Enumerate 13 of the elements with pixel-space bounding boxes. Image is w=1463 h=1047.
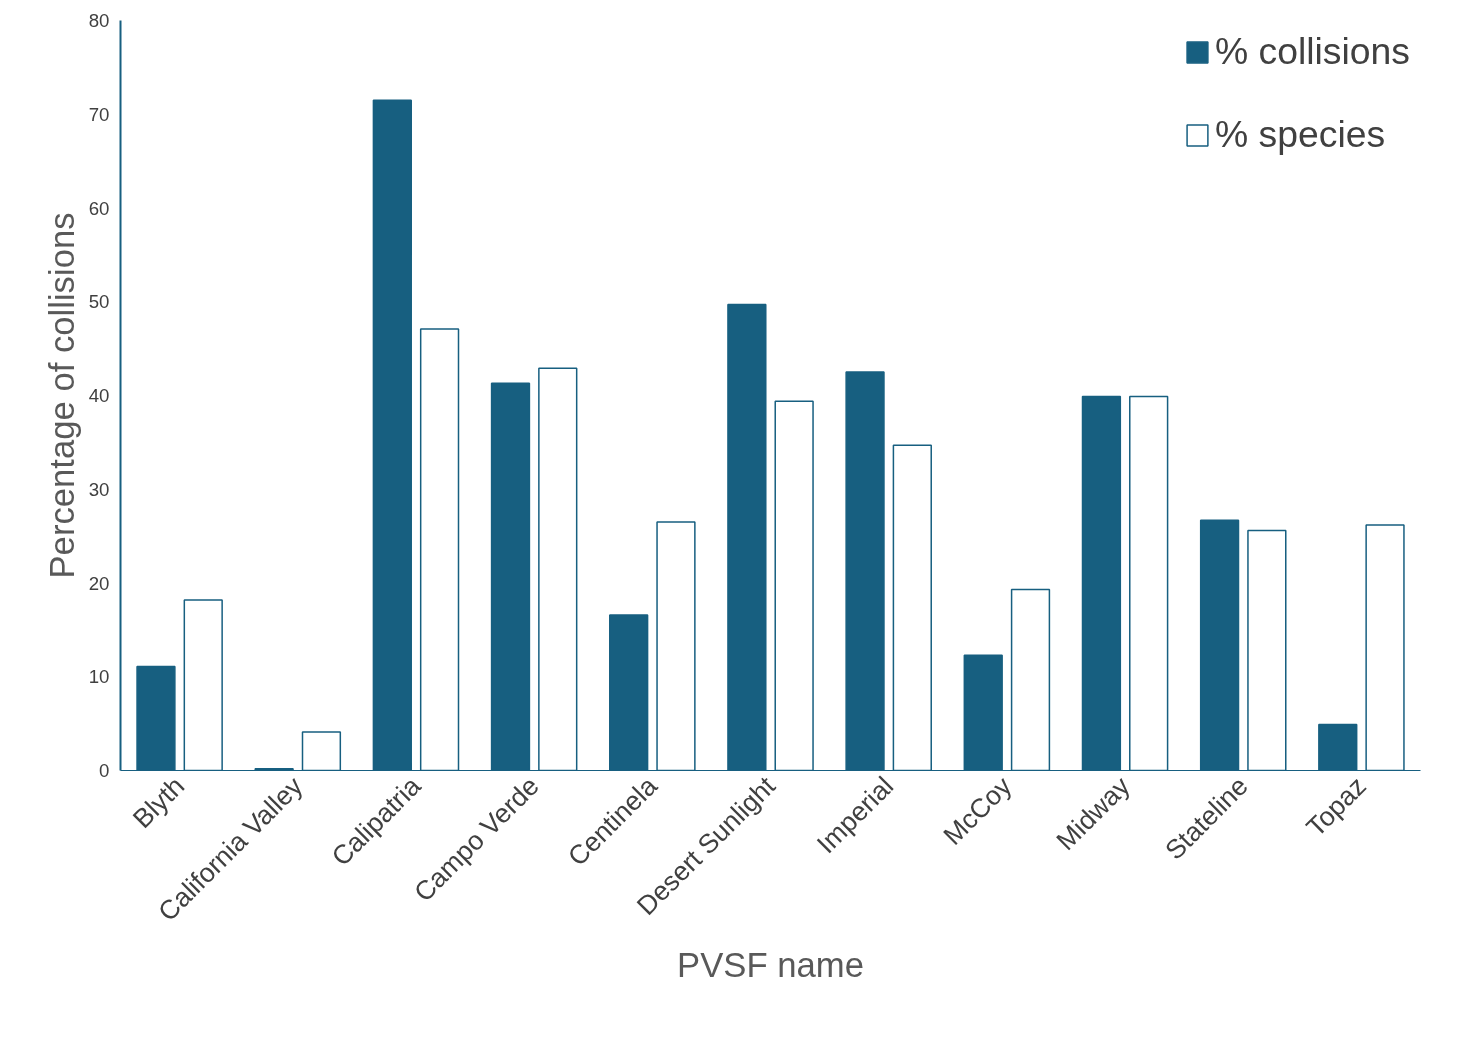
y-tick-label: 20 xyxy=(88,572,110,594)
y-tick-label: 10 xyxy=(88,666,110,688)
y-tick-label: 0 xyxy=(99,760,110,781)
y-tick-label: 30 xyxy=(88,478,110,500)
y-tick-label: 50 xyxy=(88,291,110,313)
y-tick-label: 70 xyxy=(88,103,110,125)
x-axis-title: PVSF name xyxy=(677,945,864,984)
y-tick-label: 80 xyxy=(88,10,110,31)
y-axis-title: Percentage of collisions xyxy=(42,212,81,579)
legend-label: % collisions xyxy=(1214,30,1410,73)
y-tick-label: 40 xyxy=(88,385,110,406)
legend-label: % species xyxy=(1214,113,1386,156)
y-tick-label: 60 xyxy=(88,197,110,219)
